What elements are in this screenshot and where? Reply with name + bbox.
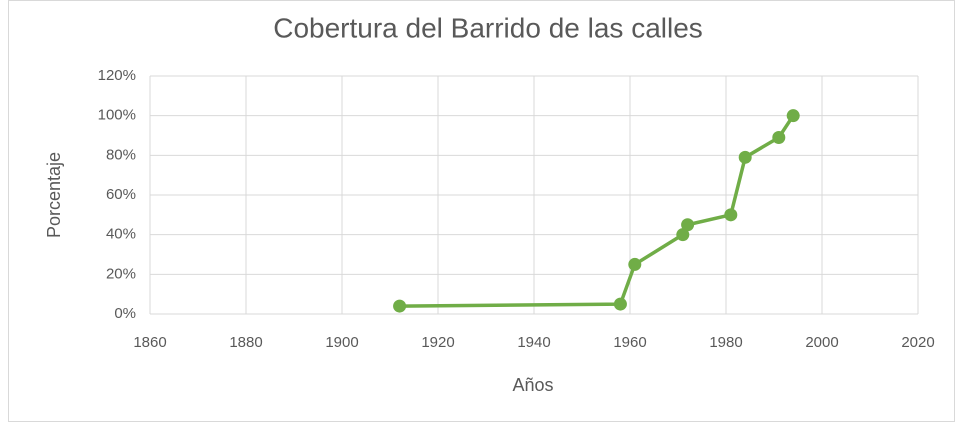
data-point <box>613 297 627 311</box>
y-tick-label: 80% <box>106 146 136 163</box>
y-axis-label: Porcentaje <box>44 152 64 238</box>
x-tick-label: 1940 <box>517 334 550 351</box>
chart-frame <box>8 0 955 422</box>
y-tick-label: 40% <box>106 226 136 243</box>
x-tick-label: 2020 <box>901 334 934 351</box>
data-point <box>738 150 752 164</box>
y-tick-label: 120% <box>98 67 136 84</box>
chart-title: Cobertura del Barrido de las calles <box>273 12 703 43</box>
data-point <box>393 299 407 313</box>
data-point <box>681 218 695 232</box>
y-tick-label: 60% <box>106 186 136 203</box>
data-point <box>724 208 738 222</box>
x-tick-label: 1920 <box>421 334 454 351</box>
x-tick-label: 1960 <box>613 334 646 351</box>
data-point <box>772 130 786 144</box>
x-tick-label: 1900 <box>325 334 358 351</box>
data-point <box>628 257 642 271</box>
y-tick-label: 100% <box>98 107 136 124</box>
x-tick-label: 1880 <box>229 334 262 351</box>
data-point <box>786 109 800 123</box>
y-tick-label: 20% <box>106 265 136 282</box>
x-tick-label: 1860 <box>133 334 166 351</box>
x-tick-label: 2000 <box>805 334 838 351</box>
y-tick-label: 0% <box>114 305 136 322</box>
x-tick-label: 1980 <box>709 334 742 351</box>
data-point <box>676 228 690 242</box>
x-axis-label: Años <box>512 375 553 395</box>
